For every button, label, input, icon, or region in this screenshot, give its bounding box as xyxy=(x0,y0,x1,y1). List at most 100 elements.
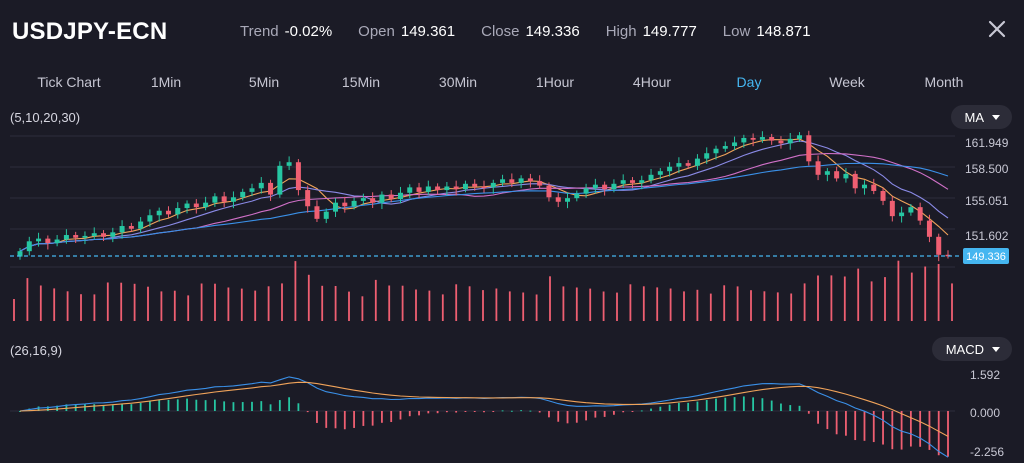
macd-histogram-bar xyxy=(770,400,773,411)
candle-body xyxy=(769,137,775,141)
candle-body xyxy=(639,180,645,183)
macd-histogram xyxy=(10,396,955,457)
current-price-value: 149.336 xyxy=(966,251,1006,263)
volume-bar xyxy=(53,288,56,321)
volume-bar xyxy=(656,287,659,321)
macd-histogram-bar xyxy=(742,396,745,411)
candle-body xyxy=(119,226,125,233)
candle-body xyxy=(147,215,153,222)
macd-histogram-bar xyxy=(176,399,179,411)
tab-tick-chart[interactable]: Tick Chart xyxy=(37,74,101,90)
close-icon[interactable] xyxy=(986,18,1008,40)
candle-body xyxy=(110,232,116,237)
candle-body xyxy=(156,210,162,216)
macd-histogram-bar xyxy=(334,411,337,429)
volume-bar xyxy=(857,268,860,321)
candle-body xyxy=(416,187,422,192)
volume-bar xyxy=(803,283,806,321)
tab-day[interactable]: Day xyxy=(736,74,762,90)
volume-bar xyxy=(415,289,417,321)
tab-15min[interactable]: 15Min xyxy=(341,74,381,90)
macd-histogram-bar xyxy=(473,411,476,412)
candle-body xyxy=(323,211,329,219)
macd-indicator-dropdown[interactable]: MACD xyxy=(931,337,1012,361)
macd-histogram-bar xyxy=(464,411,467,412)
volume-bar xyxy=(281,283,283,321)
candle-body xyxy=(676,163,682,167)
macd-histogram-bar xyxy=(696,401,699,411)
macd-histogram-bar xyxy=(251,401,253,411)
candle-body xyxy=(797,135,803,139)
tab-1min[interactable]: 1Min xyxy=(150,74,182,90)
volume-bar xyxy=(575,287,578,321)
volume-bar xyxy=(763,291,766,321)
tab-week[interactable]: Week xyxy=(829,74,865,90)
candle-body xyxy=(565,198,571,202)
macd-histogram-bar xyxy=(306,411,309,413)
candle-body xyxy=(128,226,134,229)
macd-histogram-bar xyxy=(622,411,625,413)
macd-histogram-bar xyxy=(909,411,912,447)
macd-params-label: (26,16,9) xyxy=(10,343,63,358)
macd-histogram-bar xyxy=(445,411,448,413)
candle-body xyxy=(91,233,97,236)
candle-body xyxy=(926,220,932,237)
macd-histogram-bar xyxy=(585,411,587,421)
candle-body xyxy=(26,241,32,252)
macd-histogram-bar xyxy=(492,411,495,412)
candle-body xyxy=(546,185,552,198)
candle-body xyxy=(444,186,450,191)
ma-indicator-dropdown[interactable]: MA xyxy=(950,105,1012,129)
macd-histogram-bar xyxy=(399,411,402,420)
macd-histogram-bar xyxy=(659,406,662,411)
volume-bar xyxy=(173,290,176,321)
macd-histogram-bar xyxy=(297,403,300,411)
volume-bar xyxy=(884,277,886,321)
tab-5min[interactable]: 5Min xyxy=(248,74,280,90)
macd-histogram-bar xyxy=(919,411,922,447)
macd-histogram-bar xyxy=(761,398,764,411)
volume-bar xyxy=(93,294,96,321)
candle-body xyxy=(342,202,348,207)
tab-month[interactable]: Month xyxy=(924,74,964,90)
macd-histogram-bar xyxy=(668,404,671,411)
macd-histogram-bar xyxy=(167,399,170,411)
tab-30min[interactable]: 30Min xyxy=(438,74,478,90)
macd-lines xyxy=(19,376,949,458)
candle-body xyxy=(203,202,209,208)
macd-histogram-bar xyxy=(111,405,114,411)
volume-bar xyxy=(321,285,324,321)
candle-body xyxy=(936,236,942,255)
volume-bar xyxy=(535,294,538,321)
candle-body xyxy=(407,187,413,193)
open-value: 149.361 xyxy=(400,23,456,40)
volume-bar xyxy=(254,290,257,321)
macd-histogram-bar xyxy=(316,411,318,423)
candle-body xyxy=(63,235,69,240)
macd-histogram-bar xyxy=(687,402,690,411)
macd-histogram-bar xyxy=(705,400,708,411)
current-price-tag xyxy=(963,248,1009,264)
trend-stat: Trend -0.02% xyxy=(240,23,332,40)
macd-histogram-bar xyxy=(613,411,615,415)
macd-histogram-bar xyxy=(269,404,272,411)
price-gridlines xyxy=(10,135,955,268)
tab-1hour[interactable]: 1Hour xyxy=(535,74,575,90)
ma-dropdown-label: MA xyxy=(964,109,985,125)
volume-bar xyxy=(468,286,471,321)
candle-body xyxy=(815,161,821,175)
volume-bar xyxy=(629,284,632,321)
candle-body xyxy=(722,146,728,149)
volume-bar xyxy=(388,285,391,321)
close-label: Close xyxy=(481,23,520,40)
macd-histogram-bar xyxy=(343,411,346,430)
volume-bar xyxy=(669,288,672,321)
volume-bar xyxy=(26,278,29,321)
volume-bar xyxy=(897,260,900,321)
tab-4hour[interactable]: 4Hour xyxy=(632,74,672,90)
candle-body xyxy=(843,173,849,179)
macd-histogram-bar xyxy=(418,411,420,416)
volume-bar xyxy=(790,293,793,321)
candle-body xyxy=(732,142,738,147)
